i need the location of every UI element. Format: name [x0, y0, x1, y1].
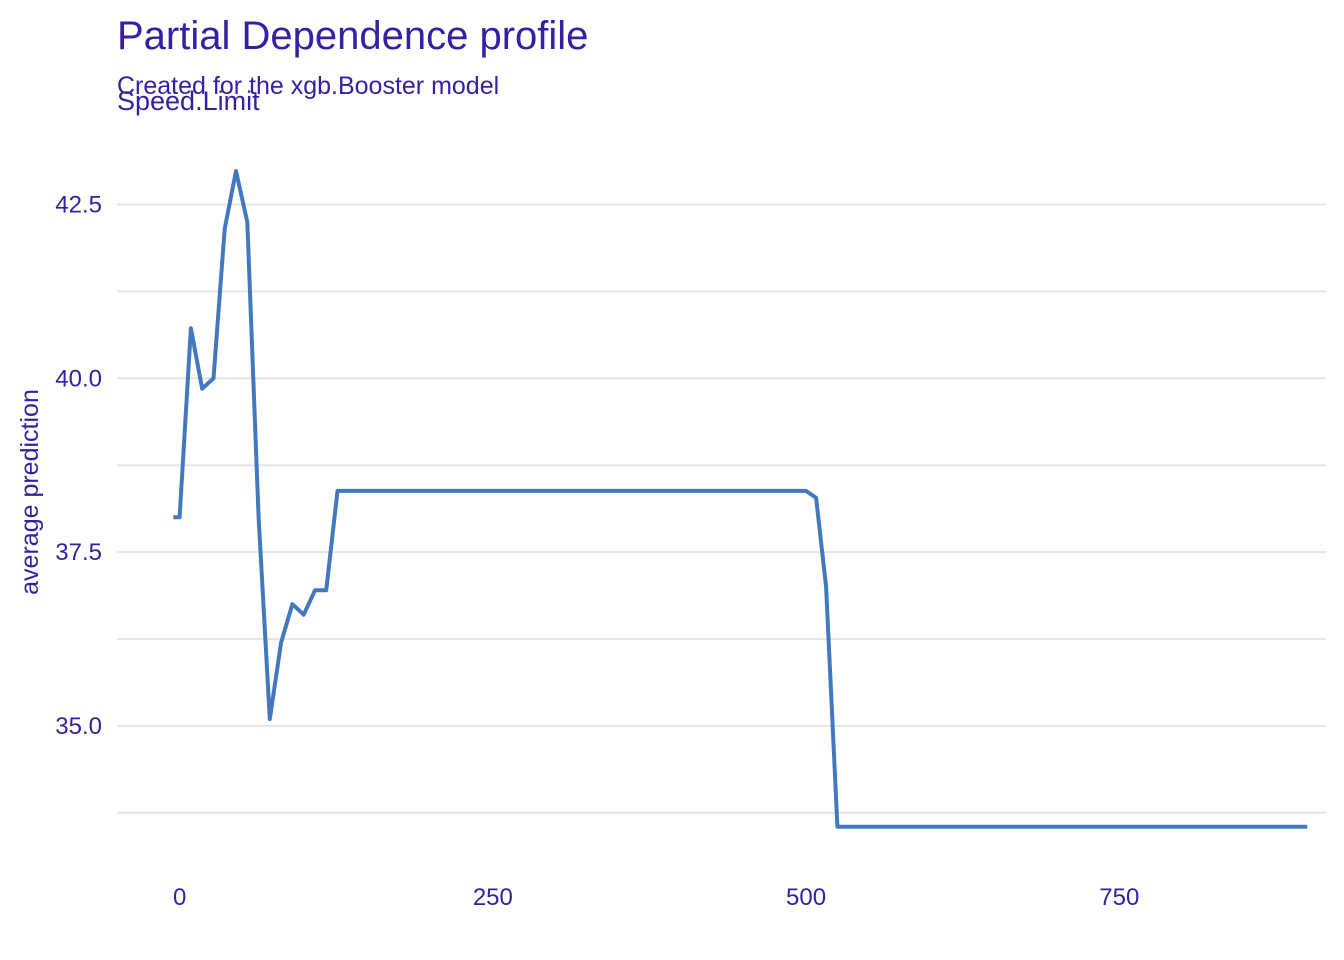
x-tick-label: 0	[173, 884, 186, 911]
y-axis-label: average prediction	[16, 389, 44, 595]
chart-subtitle: Created for the xgb.Booster model	[117, 72, 500, 100]
panel-label: Speed.Limit	[117, 86, 260, 116]
grid-lines	[117, 203, 1326, 814]
x-tick-label: 500	[786, 884, 826, 911]
x-tick-label: 750	[1099, 884, 1139, 911]
y-tick-label: 37.5	[55, 539, 102, 566]
series-line	[173, 169, 1308, 829]
chart-title: Partial Dependence profile	[117, 14, 589, 58]
x-axis-ticks: 0 250 500 750	[173, 884, 1139, 911]
y-tick-label: 35.0	[55, 713, 102, 740]
y-tick-label: 42.5	[55, 191, 102, 218]
series-group	[173, 169, 1308, 829]
y-axis-ticks: 35.0 37.5 40.0 42.5	[55, 191, 102, 739]
y-tick-label: 40.0	[55, 365, 102, 392]
x-tick-label: 250	[473, 884, 513, 911]
